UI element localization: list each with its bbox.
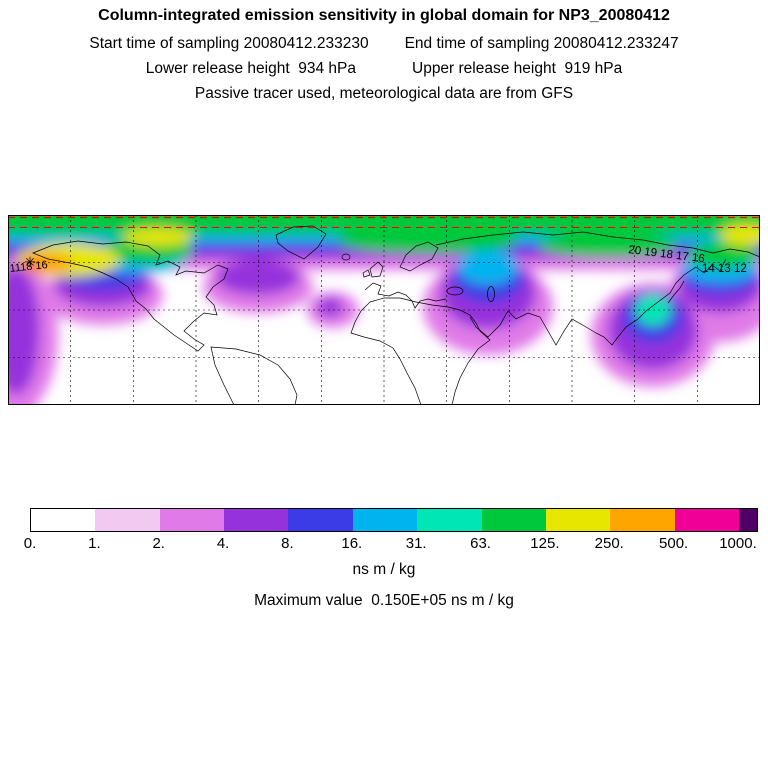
- maximum-value-label: Maximum value 0.150E+05 ns m / kg: [254, 592, 514, 609]
- colorbar-segment: [545, 509, 611, 531]
- tracer-info-row: Passive tracer used, meteorological data…: [0, 85, 768, 103]
- colorbar-segment: [481, 509, 546, 531]
- colorbar-segment: [31, 509, 96, 531]
- colorbar-segment: [674, 509, 739, 531]
- release-heights-row: Lower release height 934 hPa Upper relea…: [0, 60, 768, 78]
- colorbar-segment: [738, 509, 757, 531]
- coastline: [364, 282, 447, 309]
- trajectory-label: 1118 16: [9, 259, 48, 275]
- coastline: [667, 280, 685, 304]
- colorbar-segment: [352, 509, 418, 531]
- tracer-text: Passive tracer used, meteorological data…: [194, 85, 574, 102]
- colorbar-tick-label: 1.: [88, 535, 101, 552]
- colorbar-segment: [288, 509, 353, 531]
- colorbar-tick-label: 125.: [530, 535, 560, 552]
- coastline: [399, 241, 439, 272]
- coastline: [350, 297, 491, 405]
- coastline: [275, 225, 327, 260]
- coastline: [341, 253, 351, 261]
- colorbar-tick-label: 500.: [659, 535, 689, 552]
- start-time-text: Start time of sampling 20080412.233230: [89, 35, 369, 52]
- coastline: [435, 231, 760, 258]
- coastline: [487, 286, 495, 302]
- colorbar-tick-label: 0.: [23, 535, 37, 552]
- coastline: [210, 346, 298, 405]
- coastline: [362, 269, 371, 278]
- upper-release-text: Upper release height 919 hPa: [412, 60, 623, 77]
- colorbar-ticks: 0. 1. 2. 4. 8. 16. 31. 63. 125. 250. 500. 1000.: [24, 535, 757, 553]
- sampling-times-row: Start time of sampling 20080412.233230 E…: [0, 35, 768, 53]
- coastline: [446, 286, 464, 296]
- end-time-text: End time of sampling 20080412.233247: [404, 35, 679, 52]
- coastline: [369, 261, 384, 278]
- colorbar-tick-label: 1000.: [719, 535, 757, 552]
- lower-release-text: Lower release height 934 hPa: [145, 60, 356, 77]
- colorbar-tick-label: 16.: [341, 535, 363, 552]
- colorbar-tick-label: 4.: [216, 535, 230, 552]
- colorbar-tick-label: 250.: [594, 535, 624, 552]
- world-map: ✳ 1118 16 20 19 18 17 16 14 13 12: [8, 215, 760, 405]
- colorbar-tick-label: 63.: [470, 535, 491, 552]
- colorbar-segment: [95, 509, 160, 531]
- colorbar: [30, 508, 758, 532]
- release-marker-icon: ✳: [24, 254, 36, 270]
- colorbar-segment: [417, 509, 482, 531]
- coastline: [469, 258, 727, 346]
- map-border: [8, 215, 760, 405]
- figure-title: Column-integrated emission sensitivity i…: [98, 7, 670, 24]
- colorbar-segment: [224, 509, 289, 531]
- grid-lines: [8, 215, 760, 405]
- colorbar-tick-label: 31.: [405, 535, 427, 552]
- colorbar-tick-label: 8.: [281, 535, 294, 552]
- colorbar-segment: [159, 509, 225, 531]
- trajectory-label: 14 13 12: [702, 263, 747, 275]
- coastline: [32, 240, 229, 352]
- colorbar-tick-label: 2.: [152, 535, 165, 552]
- colorbar-segment: [610, 509, 675, 531]
- coastlines: [32, 225, 760, 405]
- colorbar-unit-label: ns m / kg: [352, 561, 416, 578]
